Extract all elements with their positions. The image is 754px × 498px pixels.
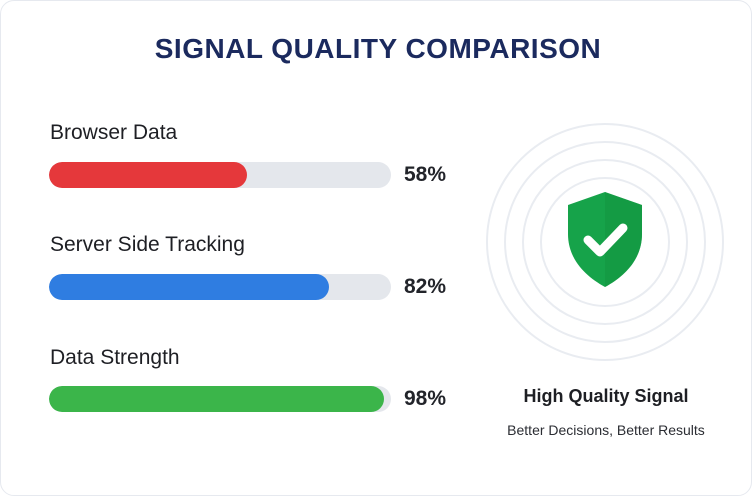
shield-check-icon bbox=[568, 192, 642, 287]
bar-track-browser-data bbox=[49, 162, 391, 188]
value-label-data-strength: 98% bbox=[404, 387, 447, 410]
bar-track-server-side-tracking bbox=[49, 274, 391, 300]
bar-label-server-side-tracking: Server Side Tracking bbox=[50, 233, 245, 256]
bar-server-side-tracking bbox=[49, 274, 329, 300]
chart-title: SIGNAL QUALITY COMPARISON bbox=[154, 33, 602, 64]
badge-caption: High Quality Signal bbox=[523, 386, 689, 406]
value-label-server-side-tracking: 82% bbox=[404, 275, 447, 298]
bar-track-data-strength bbox=[49, 386, 391, 412]
bar-data-strength bbox=[49, 386, 384, 412]
bar-label-browser-data: Browser Data bbox=[50, 121, 178, 144]
badge-subcaption: Better Decisions, Better Results bbox=[507, 422, 705, 438]
value-label-browser-data: 58% bbox=[404, 163, 447, 186]
ring-outer bbox=[486, 123, 724, 361]
bar-label-data-strength: Data Strength bbox=[50, 346, 180, 369]
signal-rings bbox=[486, 123, 724, 361]
ring-3 bbox=[504, 141, 706, 343]
bar-browser-data bbox=[49, 162, 247, 188]
ring-2 bbox=[522, 159, 688, 325]
